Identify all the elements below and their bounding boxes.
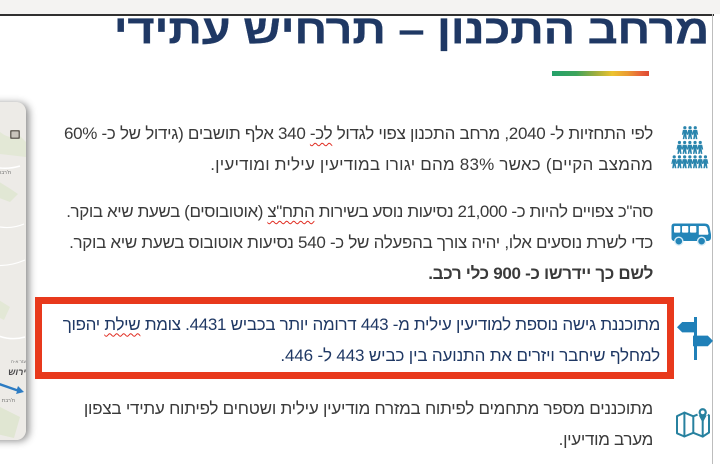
svg-text:ירוש: ירוש [8,367,26,377]
svg-text:עזר א-ח: עזר א-ח [11,359,26,364]
svg-text:ח'רבת: ח'רבת [0,170,11,176]
svg-text:ח'רבת: ח'רבת [2,398,15,404]
